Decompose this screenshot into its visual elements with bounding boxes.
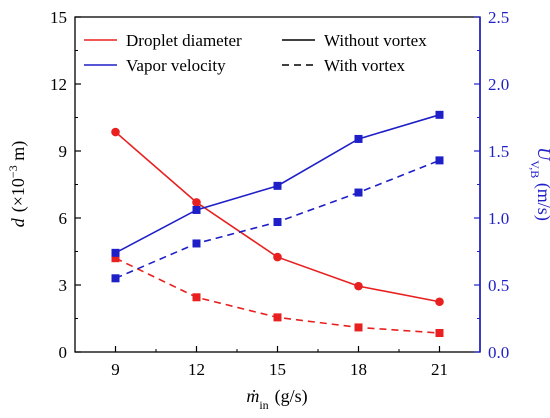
legend-label: Without vortex — [324, 31, 427, 50]
right-y-axis-ticks: 0.0 0.5 1.0 1.5 2.0 2.5 — [474, 8, 509, 362]
series-line — [114, 131, 440, 303]
legend-entry: Droplet diameter — [84, 31, 242, 50]
right-y-tick-label: 1.0 — [488, 209, 509, 228]
x-tick-label: 18 — [350, 360, 367, 379]
left-y-tick-label: 9 — [59, 142, 68, 161]
data-point — [435, 110, 444, 119]
data-point — [111, 127, 120, 137]
data-point — [192, 198, 201, 207]
data-point — [192, 205, 201, 214]
right-y-tick-label: 0.0 — [488, 343, 509, 362]
series-vapor-velocity-without-vortex — [111, 110, 444, 257]
right-y-tick-label: 2.5 — [488, 8, 509, 27]
right-y-subscript: V,B — [528, 160, 542, 178]
left-y-tick-label: 15 — [50, 8, 67, 27]
legend-label: With vortex — [324, 56, 405, 75]
data-point — [111, 274, 120, 283]
data-point — [273, 218, 282, 227]
series-vapor-velocity-with-vortex — [111, 156, 444, 283]
right-y-tick-label: 1.5 — [488, 142, 509, 161]
data-point — [273, 313, 282, 322]
right-y-tick-label: 2.0 — [488, 75, 509, 94]
left-y-paren-close: m) — [8, 141, 29, 166]
x-axis-units: (g/s) — [275, 386, 308, 407]
right-y-tick-label: 0.5 — [488, 276, 509, 295]
right-y-units: (m/s) — [533, 178, 550, 221]
right-y-symbol: U — [534, 147, 550, 161]
legend-entry: With vortex — [282, 56, 405, 75]
series-line — [115, 257, 440, 334]
data-point — [435, 297, 444, 307]
data-point — [111, 254, 120, 263]
left-y-axis-title: d (×10−3 m) — [6, 141, 29, 227]
left-y-exponent: −3 — [6, 165, 20, 178]
data-point — [273, 252, 282, 262]
x-tick-label: 9 — [111, 360, 120, 379]
left-y-axis-ticks: 0 3 6 9 12 15 — [50, 8, 81, 362]
left-y-paren-open: (×10 — [8, 178, 29, 212]
data-point — [111, 248, 120, 257]
left-y-tick-label: 12 — [50, 75, 67, 94]
x-axis-subscript: in — [259, 398, 268, 412]
x-axis-title: ṁin (g/s) — [246, 386, 307, 412]
data-point — [354, 188, 363, 197]
x-axis-symbol: ṁ — [246, 386, 259, 406]
left-y-symbol: d — [8, 217, 28, 227]
legend-label: Vapor velocity — [126, 56, 226, 75]
legend-label: Droplet diameter — [126, 31, 242, 50]
data-point — [354, 134, 363, 143]
left-y-tick-label: 6 — [59, 209, 68, 228]
data-point — [435, 156, 444, 165]
left-y-tick-label: 3 — [59, 276, 68, 295]
data-point — [435, 329, 444, 338]
series-layer — [111, 110, 444, 338]
legend-entry: Without vortex — [282, 31, 427, 50]
right-y-axis-title: UV,B (m/s) — [528, 147, 550, 221]
data-point — [354, 281, 363, 291]
left-y-tick-label: 0 — [59, 343, 68, 362]
legend-entry: Vapor velocity — [84, 56, 226, 75]
x-tick-label: 12 — [188, 360, 205, 379]
data-point — [192, 293, 201, 302]
series-droplet-diameter-with-vortex — [111, 254, 444, 338]
series-droplet-diameter-without-vortex — [111, 127, 444, 307]
x-tick-label: 21 — [431, 360, 448, 379]
data-point — [192, 239, 201, 248]
data-point — [354, 323, 363, 332]
data-point — [273, 181, 282, 190]
x-axis-ticks: 9 12 15 18 21 — [111, 346, 448, 379]
legend: Droplet diameter Vapor velocity Without vo… — [84, 31, 427, 75]
x-tick-label: 15 — [269, 360, 286, 379]
